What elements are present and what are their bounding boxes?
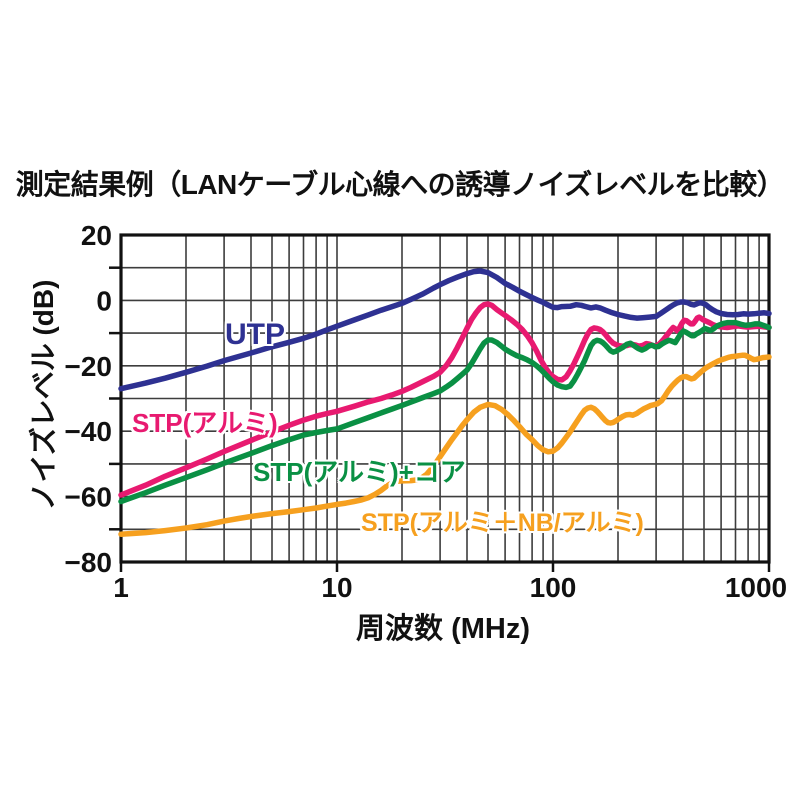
y-tick-label: −20 (65, 351, 113, 382)
y-tick-label: 0 (96, 285, 112, 316)
curve-utp (118, 268, 772, 392)
data-curves (118, 268, 772, 537)
x-tick-label: 1000 (725, 572, 787, 603)
series-label-utp: UTP (225, 318, 285, 351)
x-tick-label: 1 (113, 572, 129, 603)
series-label-stp-aluminum-nb-aluminum: STP(アルミ＋NB/アルミ) (361, 509, 644, 537)
y-tick-label: −80 (65, 547, 113, 578)
gridlines (109, 233, 771, 572)
axis-tick-labels: 20 0 −20 −40 −60 −801 10 100 1000 (65, 220, 788, 603)
y-axis-title: ノイズレベル (dB) (28, 279, 59, 511)
x-axis-title: 周波数 (MHz) (356, 613, 530, 645)
curve-stp-aluminum (118, 301, 772, 498)
series-label-stp-aluminum: STP(アルミ) (132, 408, 278, 438)
x-tick-label: 100 (530, 572, 577, 603)
y-tick-label: −40 (65, 416, 113, 447)
series-label-stp-aluminum-core: STP(アルミ)+コア (253, 457, 466, 487)
y-tick-label: −60 (65, 482, 113, 513)
y-tick-label: 20 (81, 220, 112, 251)
chart-title: 測定結果例（LANケーブル心線への誘導ノイズレベルを比較） (15, 169, 785, 200)
x-tick-label: 10 (321, 572, 352, 603)
curve-stp-aluminum-core (118, 319, 772, 505)
curve-stp-aluminum-nb-aluminum (118, 352, 772, 537)
